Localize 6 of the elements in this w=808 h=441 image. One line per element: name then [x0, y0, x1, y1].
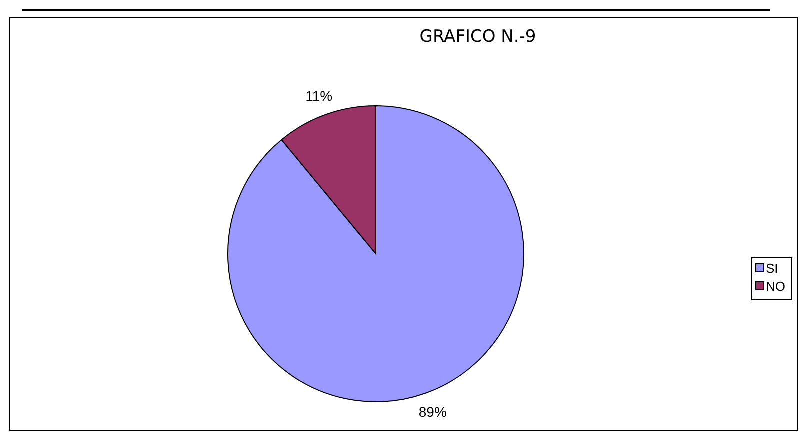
legend-label: NO: [766, 279, 786, 294]
legend-label: SI: [766, 261, 778, 276]
chart-title: GRAFICO N.-9: [420, 27, 536, 47]
data-label: 11%: [306, 88, 333, 104]
data-label: 89%: [418, 404, 447, 420]
pie-slice: [228, 106, 524, 402]
